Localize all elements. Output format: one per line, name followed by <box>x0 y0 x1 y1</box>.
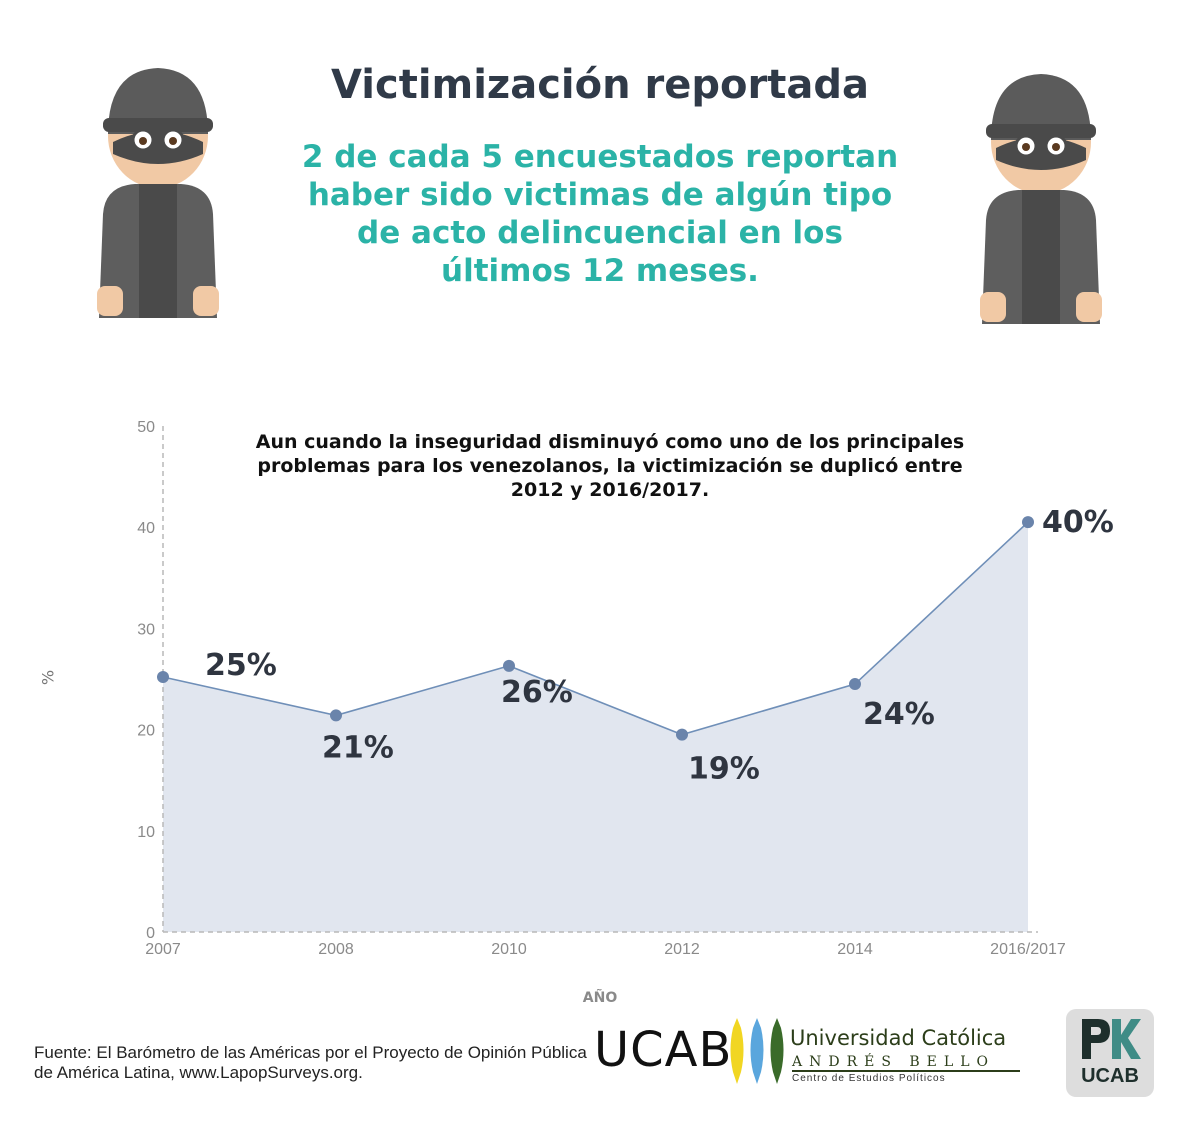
x-tick-label: 2012 <box>664 941 700 958</box>
data-point <box>849 678 861 690</box>
y-tick-label: 40 <box>137 520 155 537</box>
data-point <box>157 671 169 683</box>
y-tick-label: 10 <box>137 824 155 841</box>
data-label: 40% <box>1042 505 1114 540</box>
ucab-logo-rule <box>792 1070 1020 1072</box>
x-axis-label: AÑO <box>560 990 640 1006</box>
ucab-logo-center: Centro de Estudios Políticos <box>792 1073 946 1084</box>
data-label: 21% <box>322 730 394 765</box>
data-point <box>330 709 342 721</box>
x-tick-label: 2014 <box>837 941 873 958</box>
y-axis-label: % <box>39 660 58 696</box>
source-note: Fuente: El Barómetro de las Américas por… <box>34 1043 594 1083</box>
ucab-logo-subtitle: ANDRÉS BELLO <box>792 1054 1022 1070</box>
ucab-logo-acronym: UCAB <box>594 1022 732 1078</box>
ucab-flames-icon <box>728 1016 786 1086</box>
data-point <box>676 729 688 741</box>
data-label: 24% <box>863 697 935 732</box>
data-label: 25% <box>205 648 277 683</box>
x-tick-label: 2008 <box>318 941 354 958</box>
y-tick-label: 0 <box>146 925 155 942</box>
data-label: 19% <box>688 752 760 787</box>
ucab-logo: UCAB Universidad Católica ANDRÉS BELLO C… <box>594 1016 1034 1086</box>
y-tick-label: 20 <box>137 723 155 740</box>
data-point <box>1022 516 1034 528</box>
x-tick-label: 2010 <box>491 941 527 958</box>
y-tick-label: 50 <box>137 419 155 436</box>
data-label: 26% <box>501 675 573 710</box>
data-point <box>503 660 515 672</box>
pk-ucab-logo: UCAB <box>1066 1009 1154 1097</box>
x-tick-label: 2007 <box>145 941 181 958</box>
y-tick-label: 30 <box>137 621 155 638</box>
x-tick-label: 2016/2017 <box>990 941 1066 958</box>
ucab-logo-name: Universidad Católica <box>790 1026 1006 1050</box>
pk-logo-text: UCAB <box>1066 1065 1154 1088</box>
pk-logo-mark <box>1078 1017 1142 1061</box>
chart-annotation: Aun cuando la inseguridad disminuyó como… <box>230 430 990 502</box>
